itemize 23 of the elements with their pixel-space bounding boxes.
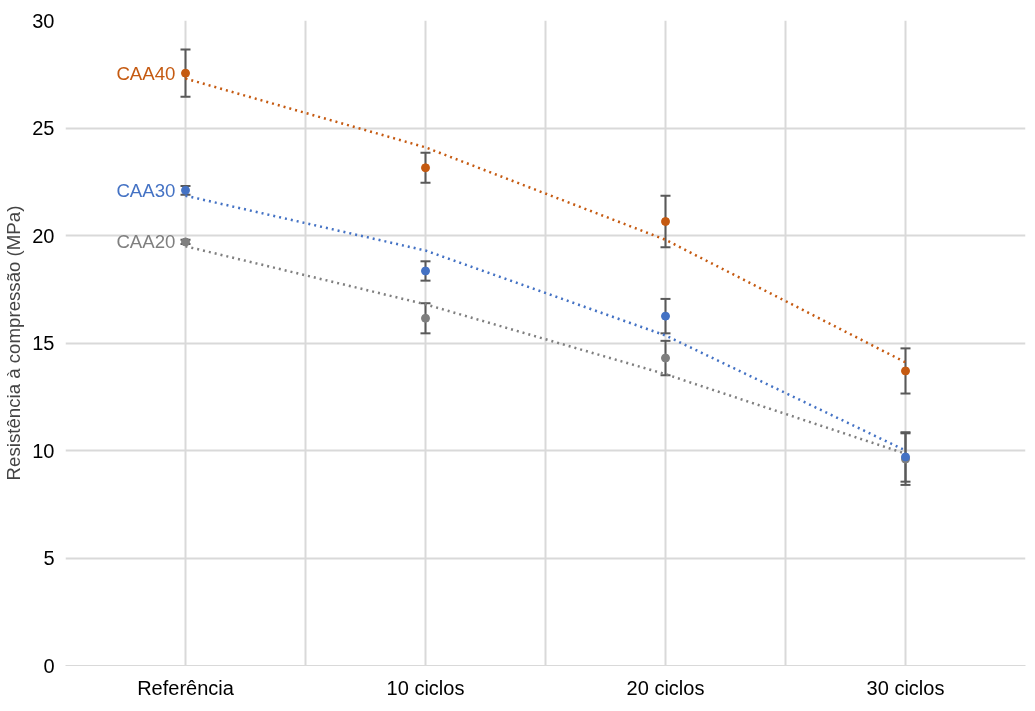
point (421, 163, 430, 173)
point (661, 311, 670, 321)
y-tick-label: 25 (32, 117, 55, 139)
x-tick-label: 20 ciclos (626, 676, 705, 699)
series-label: CAA40 (116, 62, 176, 84)
y-tick-label: 15 (32, 332, 55, 354)
y-tick-label: 30 (32, 9, 55, 32)
y-tick-label: 5 (43, 547, 55, 569)
point (421, 266, 430, 276)
x-tick-label: Referência (137, 676, 235, 699)
point (421, 313, 430, 323)
series-label: CAA30 (116, 179, 176, 201)
y-axis-title: Resistência à compressão (MPa) (3, 205, 25, 481)
series-label: CAA20 (116, 231, 176, 253)
y-tick-label: 10 (32, 439, 55, 462)
point (181, 68, 190, 78)
y-tick-label: 20 (32, 224, 55, 247)
point (661, 217, 670, 227)
y-tick-label: 0 (43, 654, 55, 677)
x-tick-label: 30 ciclos (866, 676, 945, 699)
point (661, 353, 670, 363)
x-tick-label: 10 ciclos (386, 676, 465, 699)
point (901, 366, 910, 376)
